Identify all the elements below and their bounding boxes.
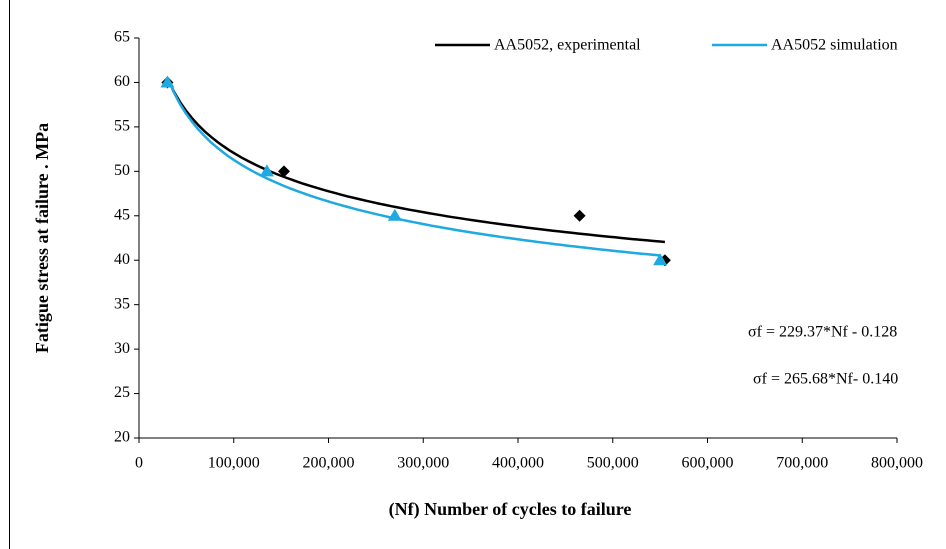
- annotation: σf = 229.37*Nf - 0.128: [748, 324, 897, 341]
- point: [160, 75, 175, 88]
- x-axis-label: (Nf) Number of cycles to failure: [389, 499, 632, 520]
- x-tick-label: 600,000: [682, 455, 734, 472]
- y-tick-label: 20: [114, 429, 130, 446]
- y-tick-label: 50: [114, 162, 130, 179]
- frame: [9, 0, 10, 549]
- x-tick-label: 100,000: [208, 455, 260, 472]
- point: [573, 209, 586, 222]
- y-tick-label: 45: [114, 206, 130, 223]
- x-tick-label: 800,000: [871, 455, 923, 472]
- y-tick-label: 25: [114, 384, 130, 401]
- x-tick-label: 200,000: [303, 455, 355, 472]
- x-tick-label: 400,000: [492, 455, 544, 472]
- y-axis-label: Fatigue stress at failure . MPa: [32, 123, 52, 353]
- y-tick-label: 40: [114, 251, 130, 268]
- annotation: σf = 265.68*Nf- 0.140: [753, 371, 898, 388]
- x-tick-label: 500,000: [587, 455, 639, 472]
- x-tick-label: 300,000: [397, 455, 449, 472]
- y-tick-label: 60: [114, 73, 130, 90]
- trendline: [166, 77, 666, 244]
- x-tick-label: 700,000: [776, 455, 828, 472]
- y-tick-label: 35: [114, 295, 130, 312]
- legend-label: AA5052, experimental: [494, 37, 641, 54]
- point: [653, 253, 668, 266]
- point: [387, 208, 402, 221]
- trendline: [166, 77, 661, 257]
- point: [277, 165, 290, 178]
- legend-label: AA5052 simulation: [771, 37, 898, 54]
- y-tick-label: 65: [114, 29, 130, 46]
- point: [259, 164, 274, 177]
- y-tick-label: 55: [114, 118, 130, 135]
- x-tick-label: 0: [135, 455, 143, 472]
- y-tick-label: 30: [114, 340, 130, 357]
